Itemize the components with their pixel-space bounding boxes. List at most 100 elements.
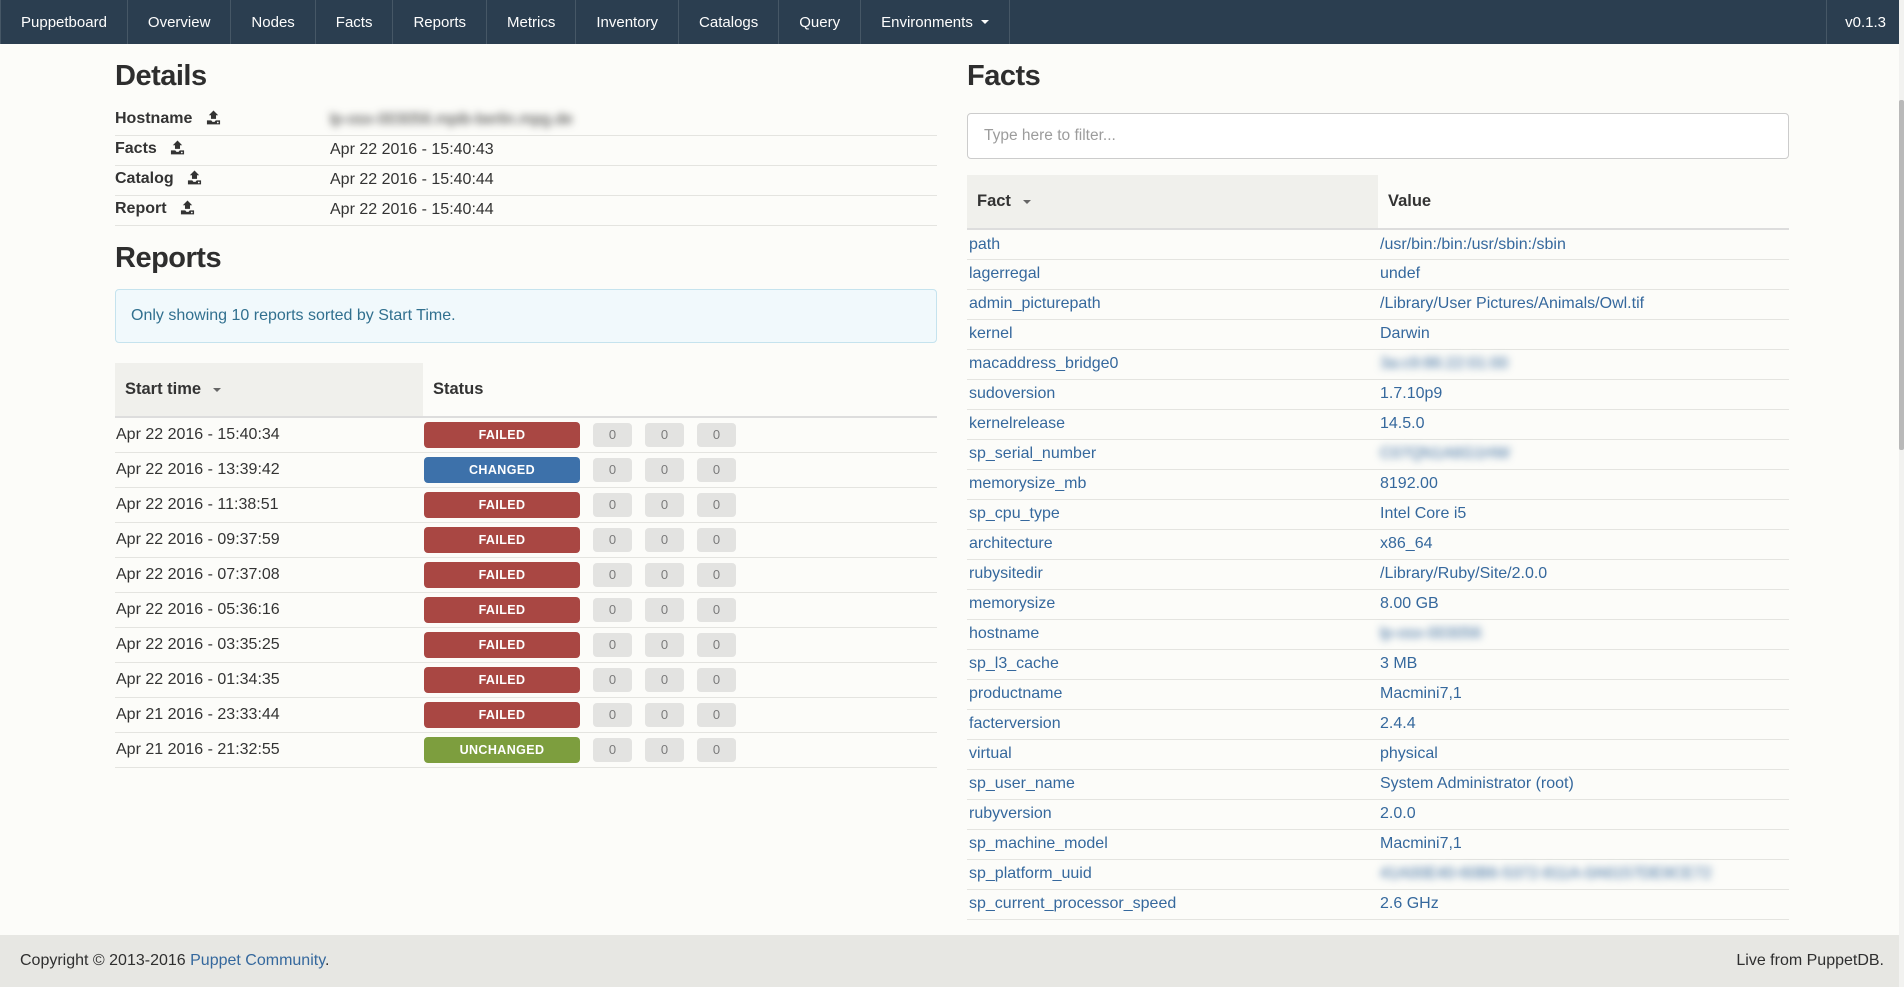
fact-name-link[interactable]: sp_serial_number — [969, 445, 1097, 463]
nav-item-reports[interactable]: Reports — [393, 0, 487, 44]
fact-row: virtual physical — [967, 739, 1789, 770]
start-time-header-label: Start time — [125, 380, 202, 399]
fact-name-link[interactable]: sp_platform_uuid — [969, 865, 1092, 883]
fact-name-link[interactable]: path — [969, 235, 1001, 253]
vertical-scrollbar — [1899, 0, 1904, 987]
metric-count-badge: 0 — [593, 493, 632, 518]
upload-icon[interactable] — [187, 170, 202, 190]
puppet-community-link[interactable]: Puppet Community — [190, 952, 325, 969]
fact-value-link[interactable]: Macmini7,1 — [1380, 685, 1462, 703]
nav-item-facts[interactable]: Facts — [316, 0, 394, 44]
nav-item-environments-dropdown[interactable]: Environments — [861, 0, 1010, 44]
nav-item-catalogs[interactable]: Catalogs — [679, 0, 780, 44]
metric-count-badge: 0 — [593, 703, 632, 728]
fact-name-link[interactable]: sp_cpu_type — [969, 505, 1060, 523]
metric-count-badge: 0 — [593, 738, 632, 763]
scrollbar-thumb[interactable] — [1899, 100, 1904, 450]
chevron-down-icon — [980, 20, 989, 24]
fact-value-link[interactable]: System Administrator (root) — [1380, 775, 1574, 793]
fact-value-link[interactable]: x86_64 — [1380, 535, 1433, 553]
nav-item-inventory[interactable]: Inventory — [576, 0, 680, 44]
fact-row: sp_l3_cache 3 MB — [967, 649, 1789, 680]
fact-name-link[interactable]: sp_current_processor_speed — [969, 895, 1177, 913]
details-row: Catalog Apr 22 2016 - 15:40:44 — [115, 165, 937, 196]
fact-value-link[interactable]: C07QN1A6G1HW — [1380, 445, 1510, 463]
fact-name-link[interactable]: kernel — [969, 325, 1013, 343]
fact-name-link[interactable]: rubysitedir — [969, 565, 1043, 583]
fact-value-link[interactable]: lp-osx-003056 — [1380, 625, 1482, 643]
upload-icon[interactable] — [170, 140, 185, 160]
column-header-fact[interactable]: Fact — [967, 175, 1378, 231]
details-row: Report Apr 22 2016 - 15:40:44 — [115, 195, 937, 226]
metric-count-badge: 0 — [593, 668, 632, 693]
fact-name-link[interactable]: lagerregal — [969, 265, 1041, 283]
metric-count-badge: 0 — [645, 738, 684, 763]
nav-environments-label: Environments — [881, 13, 973, 31]
upload-icon[interactable] — [180, 200, 195, 220]
fact-value-link[interactable]: 3a:c9:86:22:01:00 — [1380, 355, 1509, 373]
metric-count-badge: 0 — [697, 458, 736, 483]
fact-name-link[interactable]: macaddress_bridge0 — [969, 355, 1119, 373]
fact-name-link[interactable]: sp_user_name — [969, 775, 1075, 793]
fact-value-link[interactable]: Darwin — [1380, 325, 1430, 343]
fact-name-link[interactable]: virtual — [969, 745, 1012, 763]
fact-value-link[interactable]: 2.0.0 — [1380, 805, 1416, 823]
fact-value-link[interactable]: 14.5.0 — [1380, 415, 1425, 433]
fact-row: productname Macmini7,1 — [967, 679, 1789, 710]
fact-value-link[interactable]: /Library/Ruby/Site/2.0.0 — [1380, 565, 1548, 583]
fact-value-link[interactable]: 41A00E40-60B6-5372-811A-0A6157DE9CE72 — [1380, 865, 1712, 883]
fact-name-link[interactable]: architecture — [969, 535, 1053, 553]
fact-name-link[interactable]: sp_l3_cache — [969, 655, 1059, 673]
fact-name-link[interactable]: admin_picturepath — [969, 295, 1101, 313]
fact-value-link[interactable]: 8.00 GB — [1380, 595, 1439, 613]
fact-name-link[interactable]: sp_machine_model — [969, 835, 1108, 853]
report-status-badge: FAILED — [424, 422, 580, 449]
details-reports-column: Details Hostname lp-osx-003056.mpib-berl… — [100, 44, 952, 920]
fact-value-link[interactable]: /Library/User Pictures/Animals/Owl.tif — [1380, 295, 1645, 313]
facts-filter-input[interactable] — [967, 113, 1789, 160]
nav-item-overview[interactable]: Overview — [128, 0, 232, 44]
metric-count-badge: 0 — [593, 458, 632, 483]
fact-value-link[interactable]: undef — [1380, 265, 1421, 283]
fact-name-link[interactable]: productname — [969, 685, 1063, 703]
sort-desc-icon — [1022, 199, 1031, 204]
fact-value-link[interactable]: physical — [1380, 745, 1438, 763]
column-header-start-time[interactable]: Start time — [115, 363, 423, 419]
nav-item-nodes[interactable]: Nodes — [231, 0, 316, 44]
metric-count-badge: 0 — [645, 703, 684, 728]
nav-items: Overview Nodes Facts Reports Metrics Inv… — [128, 0, 862, 44]
facts-column: Facts Fact Value path /usr/bin:/bin:/usr… — [952, 44, 1804, 920]
fact-value-link[interactable]: Intel Core i5 — [1380, 505, 1467, 523]
fact-row: macaddress_bridge0 3a:c9:86:22:01:00 — [967, 349, 1789, 380]
fact-value-link[interactable]: Macmini7,1 — [1380, 835, 1462, 853]
fact-name-link[interactable]: sudoversion — [969, 385, 1056, 403]
fact-name-link[interactable]: memorysize_mb — [969, 475, 1087, 493]
upload-icon[interactable] — [206, 110, 221, 130]
copyright-prefix: Copyright © 2013-2016 — [20, 952, 186, 969]
fact-value-link[interactable]: /usr/bin:/bin:/usr/sbin:/sbin — [1380, 235, 1566, 253]
fact-name-link[interactable]: rubyversion — [969, 805, 1052, 823]
report-status-badge: UNCHANGED — [424, 737, 580, 764]
fact-value-link[interactable]: 2.4.4 — [1380, 715, 1416, 733]
facts-table: Fact Value path /usr/bin:/bin:/usr/sbin:… — [967, 175, 1789, 920]
report-status-badge: FAILED — [424, 562, 580, 589]
fact-value-link[interactable]: 2.6 GHz — [1380, 895, 1439, 913]
fact-name-link[interactable]: kernelrelease — [969, 415, 1066, 433]
nav-item-metrics[interactable]: Metrics — [487, 0, 577, 44]
fact-value-link[interactable]: 3 MB — [1380, 655, 1418, 673]
details-row: Hostname lp-osx-003056.mpib-berlin.mpg.d… — [115, 105, 937, 136]
column-header-status[interactable]: Status — [423, 363, 937, 419]
fact-name-link[interactable]: memorysize — [969, 595, 1056, 613]
fact-value-link[interactable]: 1.7.10p9 — [1380, 385, 1443, 403]
nav-item-query[interactable]: Query — [779, 0, 862, 44]
metric-count-badge: 0 — [697, 633, 736, 658]
nav-brand-puppetboard[interactable]: Puppetboard — [0, 0, 128, 44]
fact-name-link[interactable]: facterversion — [969, 715, 1061, 733]
column-header-value[interactable]: Value — [1378, 175, 1789, 231]
report-start-time: Apr 22 2016 - 11:38:51 — [115, 487, 423, 524]
fact-name-link[interactable]: hostname — [969, 625, 1040, 643]
fact-value-link[interactable]: 8192.00 — [1380, 475, 1438, 493]
